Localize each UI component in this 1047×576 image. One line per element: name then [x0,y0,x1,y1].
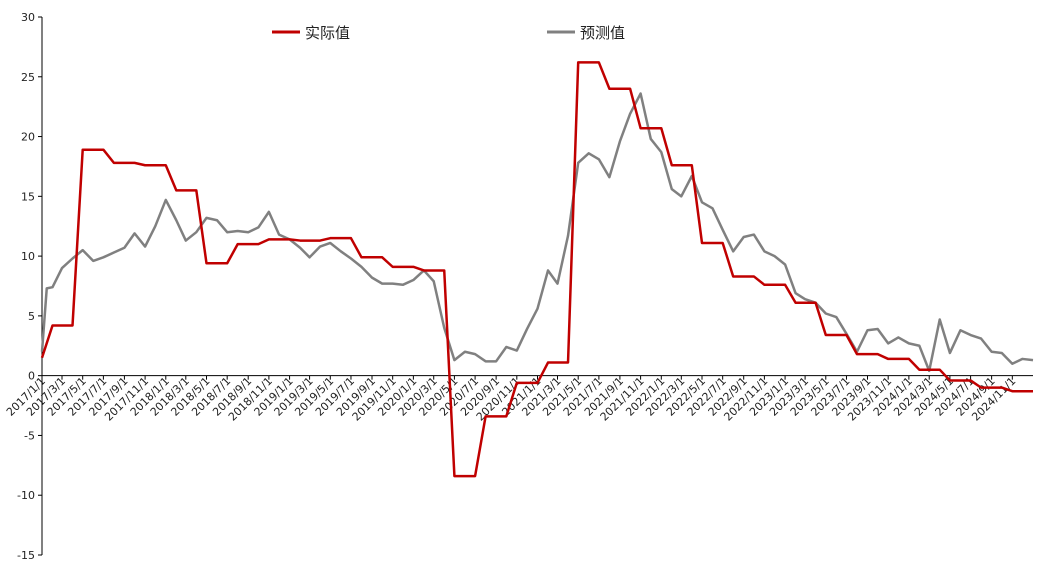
y-tick-label: 15 [21,190,35,203]
y-tick-label: -5 [24,429,35,442]
y-tick-label: -15 [17,549,35,562]
y-tick-label: 0 [28,370,35,383]
y-tick-label: -10 [17,489,35,502]
y-tick-label: 20 [21,131,35,144]
y-tick-label: 25 [21,71,35,84]
series-line-actual [40,61,1033,478]
y-tick-label: 30 [21,11,35,24]
y-tick-label: 10 [21,250,35,263]
legend-label-actual: 实际值 [305,24,350,42]
y-tick-label: 5 [28,310,35,323]
legend: 实际值 预测值 [272,24,625,42]
series-layer [40,61,1034,478]
y-axis: -15 -10 -5 0 5 10 15 20 25 30 [17,11,43,562]
legend-label-forecast: 预测值 [580,24,625,42]
series-line-forecast [40,92,1034,373]
